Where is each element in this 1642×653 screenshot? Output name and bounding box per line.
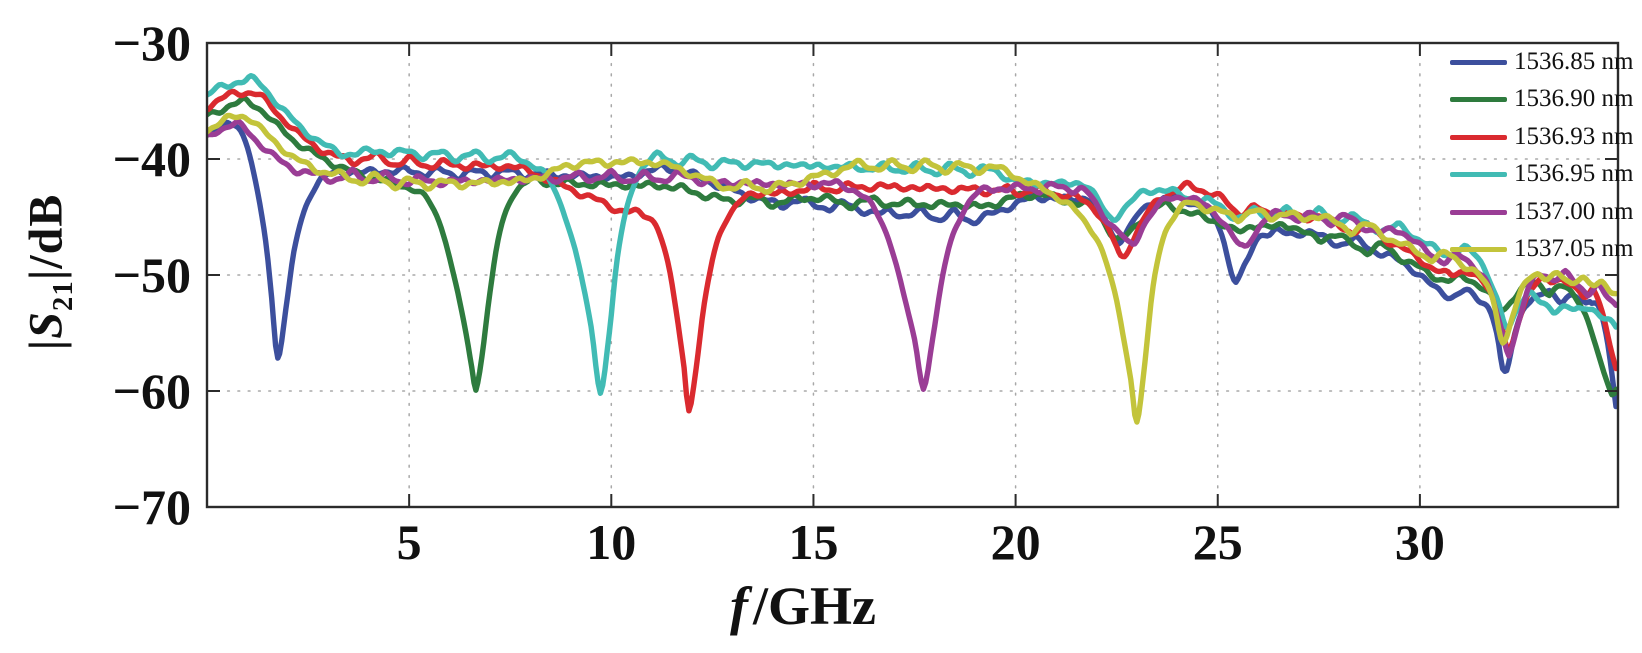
legend-label: 1537.00 nm: [1514, 198, 1634, 225]
x-tick-label: 10: [586, 514, 636, 570]
y-tick-label: −50: [113, 247, 192, 303]
legend-label: 1536.90 nm: [1514, 85, 1634, 112]
ylabel-subscript: 21: [47, 280, 80, 312]
curve-1537.05nm: [207, 112, 1618, 425]
y-axis-label: |S21|/dB: [19, 193, 80, 351]
legend-item: 1536.85 nm: [1450, 48, 1634, 75]
legend-swatch-blue: [1450, 59, 1507, 65]
x-tick-label: 25: [1193, 514, 1243, 570]
legend-label: 1536.85 nm: [1514, 48, 1634, 75]
legend-swatch-red: [1450, 134, 1507, 140]
legend-label: 1536.95 nm: [1514, 160, 1634, 187]
tick-labels: 5 10 15 20 25 30 −30 −40 −50 −60 −70: [113, 15, 1445, 570]
plot-frame: [205, 41, 1620, 509]
legend-item: 1536.93 nm: [1450, 123, 1634, 150]
x-tick-label: 5: [397, 514, 422, 570]
legend-item: 1536.95 nm: [1450, 160, 1634, 187]
x-tick-label: 30: [1395, 514, 1445, 570]
gridlines: [206, 42, 1619, 508]
x-tick-label: 20: [991, 514, 1041, 570]
y-tick-label: −30: [113, 15, 192, 71]
xlabel-units: /GHz: [753, 576, 876, 636]
legend-swatch-yellow: [1450, 246, 1507, 252]
legend-label: 1537.05 nm: [1514, 235, 1634, 262]
legend-swatch-cyan: [1450, 171, 1507, 177]
legend-label: 1536.93 nm: [1514, 123, 1634, 150]
legend-item: 1536.90 nm: [1450, 85, 1634, 112]
legend-item: 1537.00 nm: [1450, 198, 1634, 225]
legend-item: 1537.05 nm: [1450, 235, 1634, 262]
legend-swatch-purple: [1450, 209, 1507, 215]
x-axis-label: f/GHz: [730, 575, 876, 637]
x-tick-label: 15: [788, 514, 838, 570]
xlabel-symbol: f: [730, 576, 748, 636]
legend: 1536.85 nm 1536.90 nm 1536.93 nm 1536.95…: [1450, 48, 1642, 275]
ylabel-close: |/dB: [19, 193, 73, 281]
legend-swatch-green: [1450, 96, 1507, 102]
curve-1536.90nm: [207, 95, 1618, 398]
y-tick-label: −70: [113, 479, 192, 535]
curve-1536.93nm: [207, 88, 1618, 414]
y-tick-label: −60: [113, 363, 192, 419]
curves: [207, 73, 1618, 425]
ylabel-symbol: S: [19, 311, 73, 339]
axis-ticks: [207, 43, 1618, 507]
ylabel-open-bar: |: [19, 338, 73, 351]
y-tick-label: −40: [113, 131, 192, 187]
